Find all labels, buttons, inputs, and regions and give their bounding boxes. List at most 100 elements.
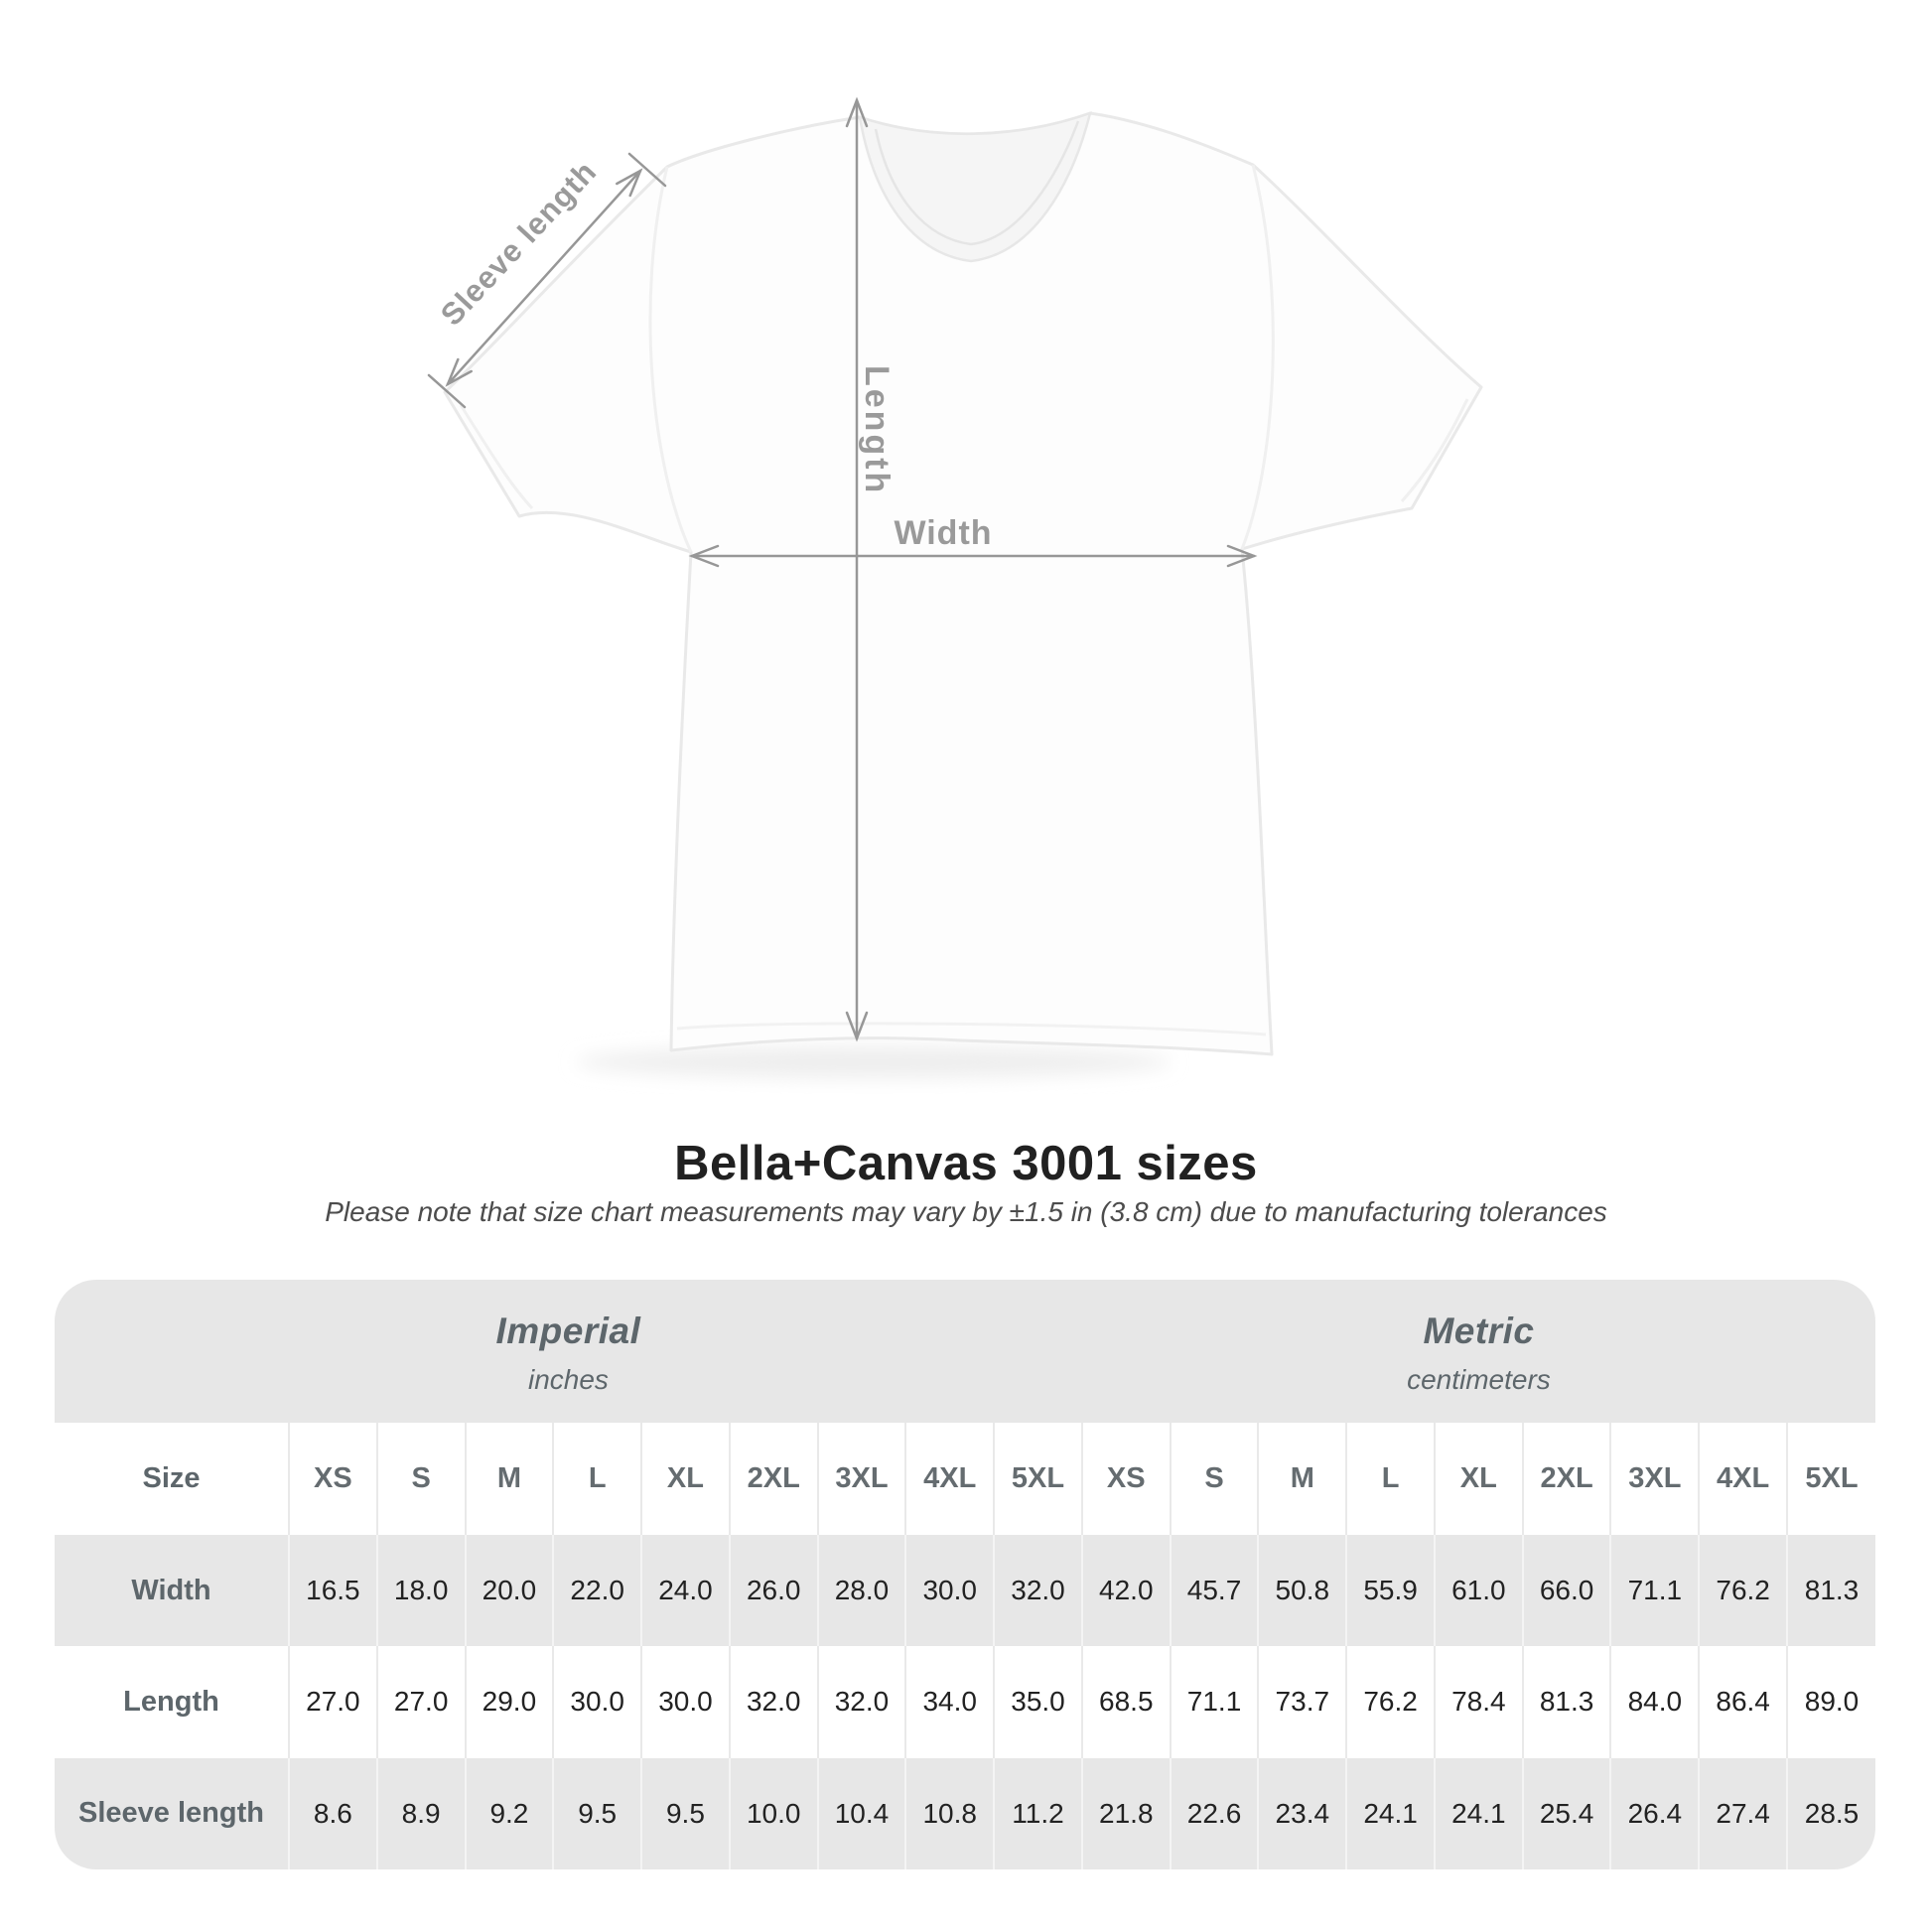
- table-cell: 8.9: [375, 1757, 466, 1869]
- size-table: Imperial inches Metric centimeters Size …: [55, 1280, 1875, 1869]
- table-row: Sleeve length 8.6 8.9 9.2 9.5 9.5 10.0 10.4 10.8…: [55, 1757, 1875, 1869]
- size-column-header: 2XL: [728, 1423, 818, 1535]
- table-cell: 30.0: [640, 1646, 730, 1758]
- table-cell: 84.0: [1609, 1646, 1700, 1758]
- table-cell: 73.7: [1257, 1646, 1347, 1758]
- table-cell: 27.4: [1698, 1757, 1788, 1869]
- table-cell: 10.0: [728, 1757, 818, 1869]
- row-label: Length: [55, 1646, 289, 1758]
- length-arrow: [845, 96, 869, 1042]
- table-cell: 76.2: [1345, 1646, 1435, 1758]
- table-cell: 24.0: [640, 1535, 730, 1647]
- table-cell: 71.1: [1169, 1646, 1259, 1758]
- table-cell: 21.8: [1080, 1757, 1171, 1869]
- table-cell: 30.0: [552, 1646, 642, 1758]
- table-row: Length 27.0 27.0 29.0 30.0 30.0 32.0 32.0 34.0 35…: [55, 1646, 1875, 1758]
- table-cell: 32.0: [816, 1646, 906, 1758]
- table-cell: 25.4: [1521, 1757, 1611, 1869]
- size-header-row: Size XS S M L XL 2XL 3XL 4XL 5XL XS S M L XL 2XL 3XL 4XL…: [55, 1423, 1875, 1535]
- table-cell: 10.4: [816, 1757, 906, 1869]
- unit-group-row: Imperial inches Metric centimeters: [55, 1280, 1875, 1423]
- size-column-header: 5XL: [993, 1423, 1082, 1535]
- size-column-header: 4XL: [904, 1423, 995, 1535]
- size-column-header: S: [1169, 1423, 1259, 1535]
- table-cell: 18.0: [375, 1535, 466, 1647]
- table-cell: 81.3: [1786, 1535, 1875, 1647]
- size-column-header: XL: [1433, 1423, 1523, 1535]
- measurement-annotations: [427, 96, 1258, 1042]
- table-cell: 24.1: [1433, 1757, 1523, 1869]
- table-cell: 42.0: [1080, 1535, 1171, 1647]
- table-cell: 32.0: [993, 1535, 1082, 1647]
- table-row: Width 16.5 18.0 20.0 22.0 24.0 26.0 28.0 30.0 32.…: [55, 1535, 1875, 1647]
- table-cell: 66.0: [1521, 1535, 1611, 1647]
- imperial-group-header: Imperial inches: [55, 1280, 1082, 1423]
- table-cell: 8.6: [288, 1757, 377, 1869]
- table-cell: 22.0: [552, 1535, 642, 1647]
- size-column-header: L: [1345, 1423, 1435, 1535]
- imperial-label: Imperial: [495, 1310, 641, 1351]
- shirt-shadow: [576, 1046, 1172, 1078]
- metric-group-header: Metric centimeters: [1081, 1280, 1875, 1423]
- collar: [858, 111, 1092, 263]
- row-label: Sleeve length: [55, 1757, 289, 1869]
- tshirt-illustration: [443, 111, 1483, 1056]
- table-cell: 28.5: [1786, 1757, 1875, 1869]
- size-column-header: XL: [640, 1423, 730, 1535]
- width-arrow: [688, 544, 1258, 568]
- table-cell: 35.0: [993, 1646, 1082, 1758]
- table-cell: 22.6: [1169, 1757, 1259, 1869]
- table-cell: 71.1: [1609, 1535, 1700, 1647]
- table-cell: 55.9: [1345, 1535, 1435, 1647]
- table-cell: 30.0: [904, 1535, 995, 1647]
- table-cell: 68.5: [1080, 1646, 1171, 1758]
- length-label: Length: [858, 365, 896, 495]
- size-column-header: 5XL: [1786, 1423, 1875, 1535]
- table-cell: 32.0: [728, 1646, 818, 1758]
- size-column-header: M: [1257, 1423, 1347, 1535]
- table-cell: 23.4: [1257, 1757, 1347, 1869]
- size-header-cell: Size: [55, 1423, 289, 1535]
- table-cell: 9.5: [640, 1757, 730, 1869]
- table-cell: 20.0: [464, 1535, 554, 1647]
- size-column-header: S: [375, 1423, 466, 1535]
- table-cell: 78.4: [1433, 1646, 1523, 1758]
- table-cell: 34.0: [904, 1646, 995, 1758]
- size-column-header: XS: [1080, 1423, 1171, 1535]
- table-cell: 76.2: [1698, 1535, 1788, 1647]
- table-cell: 27.0: [288, 1646, 377, 1758]
- table-cell: 45.7: [1169, 1535, 1259, 1647]
- page-title: Bella+Canvas 3001 sizes: [674, 1137, 1258, 1190]
- metric-label: Metric: [1423, 1310, 1535, 1351]
- size-column-header: M: [464, 1423, 554, 1535]
- table-cell: 50.8: [1257, 1535, 1347, 1647]
- table-cell: 24.1: [1345, 1757, 1435, 1869]
- table-cell: 89.0: [1786, 1646, 1875, 1758]
- size-column-header: 2XL: [1521, 1423, 1611, 1535]
- table-cell: 61.0: [1433, 1535, 1523, 1647]
- table-cell: 81.3: [1521, 1646, 1611, 1758]
- size-chart: Imperial inches Metric centimeters Size …: [55, 1280, 1875, 1869]
- table-cell: 27.0: [375, 1646, 466, 1758]
- table-cell: 26.0: [728, 1535, 818, 1647]
- table-cell: 86.4: [1698, 1646, 1788, 1758]
- table-cell: 9.5: [552, 1757, 642, 1869]
- metric-unit: centimeters: [1407, 1363, 1551, 1395]
- size-column-header: XS: [288, 1423, 377, 1535]
- row-label: Width: [55, 1535, 289, 1647]
- sleeve-length-arrow: [427, 152, 667, 409]
- size-column-header: 4XL: [1698, 1423, 1788, 1535]
- imperial-unit: inches: [527, 1363, 609, 1395]
- table-cell: 11.2: [993, 1757, 1082, 1869]
- width-label: Width: [894, 514, 992, 552]
- size-column-header: 3XL: [1609, 1423, 1700, 1535]
- size-column-header: 3XL: [816, 1423, 906, 1535]
- tolerance-note: Please note that size chart measurements…: [325, 1196, 1607, 1227]
- table-cell: 26.4: [1609, 1757, 1700, 1869]
- size-column-header: L: [552, 1423, 642, 1535]
- table-cell: 9.2: [464, 1757, 554, 1869]
- table-cell: 16.5: [288, 1535, 377, 1647]
- tshirt-measurement-diagram: Sleeve length Length Width: [427, 96, 1483, 1078]
- table-cell: 29.0: [464, 1646, 554, 1758]
- table-cell: 10.8: [904, 1757, 995, 1869]
